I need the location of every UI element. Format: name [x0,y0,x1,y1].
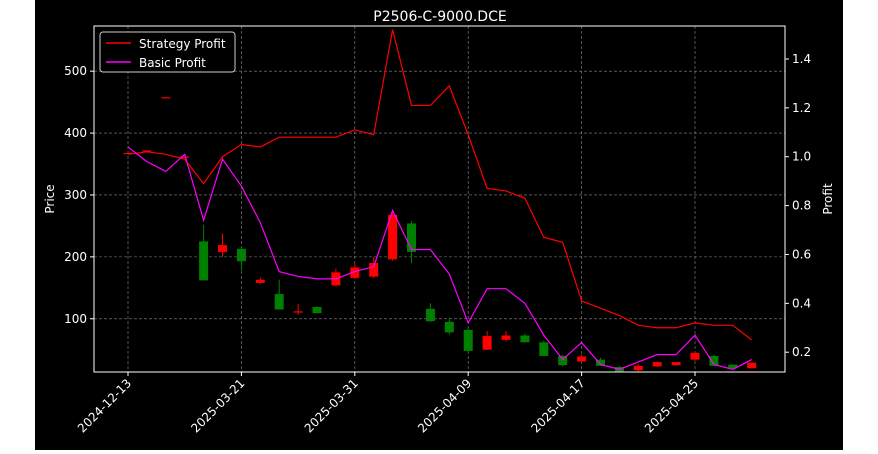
candle-body [142,150,152,152]
candle-body [369,263,379,277]
candle-body [577,356,587,362]
y-tick-label-left: 200 [64,250,87,264]
legend-label-strategy: Strategy Profit [139,37,226,51]
candle-body [388,214,398,260]
y-tick-label-right: 0.2 [792,345,811,359]
candle-body [728,364,738,369]
y-tick-label-right: 0.4 [792,296,811,310]
candle-body [501,335,511,340]
basic-profit-line [127,146,752,370]
candle-body [633,365,643,371]
chart-title: P2506-C-9000.DCE [373,9,506,25]
candle-body [350,267,360,278]
candle-body [236,248,246,262]
candle-body [123,152,133,155]
candle-body [596,359,605,366]
y-tick-label-right: 1.0 [792,150,811,164]
y-tick-label-right: 1.2 [792,101,811,115]
chart-figure: P2506-C-9000.DCE 100 200 300 400 500 0.2 0.4 0.… [35,0,843,450]
y-axis-label-left: Price [43,184,57,213]
candle-body [180,156,190,158]
y-tick-label-right: 0.6 [792,247,811,261]
profit-lines [127,29,753,370]
candle-body [199,241,209,281]
candle-body [482,336,492,350]
candle-body [690,352,700,360]
candle-body [255,279,265,283]
y-tick-label-left: 100 [64,312,87,326]
candle-body [539,342,549,356]
y-tick-label-right: 1.4 [792,52,811,66]
candle-body [709,355,719,366]
y-tick-label-left: 500 [64,64,87,78]
candle-body [520,335,530,343]
legend: Strategy Profit Basic Profit [99,31,236,73]
candle-body [293,311,303,313]
candle-body [407,223,416,252]
y-tick-label-left: 300 [64,188,87,202]
candle-body [558,355,568,366]
candle-body [671,362,681,366]
candle-body [161,97,171,99]
candle-body [444,321,454,333]
y-tick-label-right: 0.8 [792,199,811,213]
y-tick-label-left: 400 [64,126,87,140]
candle-body [218,245,227,252]
candle-body [425,308,435,322]
candle-body [463,329,473,351]
candle-body [312,307,322,314]
plot-frame [93,25,786,373]
chart-svg: P2506-C-9000.DCE 100 200 300 400 500 0.2 0.4 0.… [35,0,843,450]
candle-body [274,294,284,310]
candle-body [747,362,757,369]
candle-body [652,362,662,367]
legend-box [99,31,236,73]
y-axis-label-right: Profit [821,183,835,215]
chart-background [35,0,843,450]
legend-label-basic: Basic Profit [139,56,206,70]
strategy-profit-line [127,29,753,341]
grid [94,26,785,372]
candles [123,97,757,372]
